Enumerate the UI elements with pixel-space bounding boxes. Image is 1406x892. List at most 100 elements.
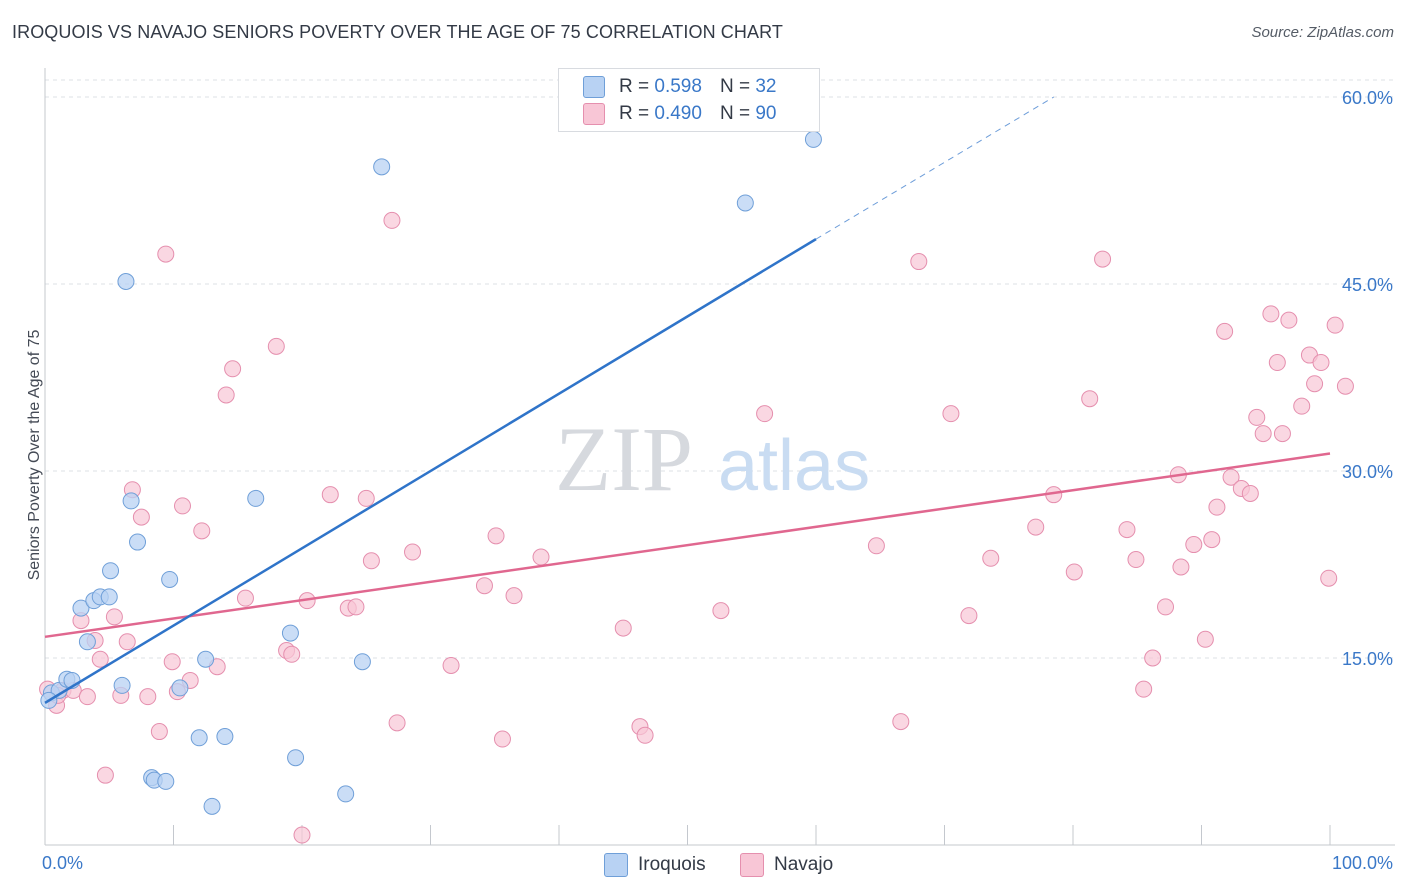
navajo-point — [532, 548, 550, 566]
navajo-point — [892, 713, 910, 731]
navajo-swatch — [583, 103, 605, 125]
iroquois-point — [190, 729, 208, 747]
navajo-point — [388, 714, 406, 732]
legend-row-iroquois: R = 0.598 N = 32 — [583, 75, 776, 99]
navajo-point — [1273, 425, 1291, 443]
iroquois-point — [281, 624, 299, 642]
navajo-point — [712, 602, 730, 620]
navajo-point — [942, 405, 960, 423]
navajo-point — [1065, 563, 1083, 581]
navajo-point — [1320, 569, 1338, 587]
iroquois-trend-extension — [815, 96, 1054, 240]
navajo-point — [636, 726, 654, 744]
navajo-point — [173, 497, 191, 515]
navajo-trend-line — [44, 452, 1331, 639]
navajo-point — [1144, 649, 1162, 667]
navajo-point — [217, 386, 235, 404]
navajo-point — [493, 730, 511, 748]
navajo-point — [614, 619, 632, 637]
navajo-point — [357, 489, 375, 507]
navajo-point — [1336, 377, 1354, 395]
navajo-point — [1306, 375, 1324, 393]
navajo-points — [39, 211, 1354, 844]
iroquois-point — [129, 533, 147, 551]
navajo-point — [1185, 536, 1203, 554]
iroquois-point — [171, 679, 189, 697]
navajo-point — [1135, 680, 1153, 698]
bottom-legend-navajo: Navajo — [740, 852, 833, 878]
iroquois-point — [161, 570, 179, 588]
chart-title: IROQUOIS VS NAVAJO SENIORS POVERTY OVER … — [12, 22, 783, 42]
iroquois-points — [40, 130, 822, 815]
navajo-point — [150, 723, 168, 741]
navajo-point — [236, 589, 254, 607]
bottom-legend-iroquois: Iroquois — [604, 852, 706, 878]
iroquois-point — [100, 588, 118, 606]
legend-navajo-r: 0.490 — [654, 103, 702, 124]
y-tick-label: 60.0% — [1342, 88, 1393, 108]
y-tick-label: 30.0% — [1342, 462, 1393, 482]
legend-n-label: N = — [719, 76, 751, 97]
navajo-point — [105, 608, 123, 626]
iroquois-point — [804, 130, 822, 148]
navajo-point — [1268, 354, 1286, 372]
navajo-point — [267, 337, 285, 355]
navajo-point — [157, 245, 175, 263]
iroquois-point — [197, 650, 215, 668]
legend-row-navajo: R = 0.490 N = 90 — [583, 102, 776, 126]
iroquois-point — [157, 772, 175, 790]
navajo-point — [404, 543, 422, 561]
navajo-point — [362, 552, 380, 570]
watermark-atlas: atlas — [718, 426, 870, 506]
iroquois-swatch — [583, 76, 605, 98]
navajo-point — [1118, 521, 1136, 539]
navajo-point — [1326, 316, 1344, 334]
navajo-point — [1127, 551, 1145, 569]
navajo-point — [1222, 468, 1240, 486]
iroquois-point — [353, 653, 371, 671]
navajo-point — [1248, 408, 1266, 426]
watermark-zip: ZIP — [555, 408, 693, 510]
bottom-legend-navajo-label: Navajo — [774, 854, 834, 875]
navajo-point — [193, 522, 211, 540]
navajo-point — [1172, 558, 1190, 576]
iroquois-point — [287, 749, 305, 767]
navajo-point — [1241, 484, 1259, 502]
navajo-point — [163, 653, 181, 671]
navajo-point — [1081, 390, 1099, 408]
navajo-point — [1293, 397, 1311, 415]
navajo-point — [224, 360, 242, 378]
x-tick-label: 100.0% — [1332, 853, 1393, 873]
tick-labels: 15.0% 30.0% 45.0% 60.0% 0.0% 100.0% — [42, 88, 1393, 873]
navajo-point — [910, 253, 928, 271]
navajo-point — [475, 577, 493, 595]
navajo-point — [293, 826, 311, 844]
navajo-point — [1196, 630, 1214, 648]
navajo-point — [1208, 498, 1226, 516]
iroquois-trend-line — [44, 238, 817, 704]
navajo-point — [1203, 531, 1221, 549]
iroquois-point — [373, 158, 391, 176]
navajo-point — [96, 766, 114, 784]
navajo-point — [283, 645, 301, 663]
grid-lines — [45, 79, 1395, 659]
navajo-point — [347, 598, 365, 616]
x-tick-label: 0.0% — [42, 853, 83, 873]
y-tick-label: 45.0% — [1342, 275, 1393, 295]
navajo-point — [383, 211, 401, 229]
legend-r-label: R = — [619, 103, 650, 124]
navajo-swatch — [740, 853, 764, 877]
watermark: ZIP atlas — [555, 408, 870, 510]
iroquois-point — [78, 633, 96, 651]
navajo-point — [1280, 311, 1298, 329]
iroquois-point — [117, 273, 135, 291]
navajo-point — [960, 607, 978, 625]
navajo-point — [1254, 425, 1272, 443]
legend-n-label: N = — [719, 103, 751, 124]
navajo-point — [505, 587, 523, 605]
legend-iroquois-r: 0.598 — [654, 76, 702, 97]
navajo-point — [1157, 598, 1175, 616]
navajo-point — [1027, 518, 1045, 536]
legend: R = 0.598 N = 32 R = 0.490 N = 90 — [558, 68, 820, 132]
